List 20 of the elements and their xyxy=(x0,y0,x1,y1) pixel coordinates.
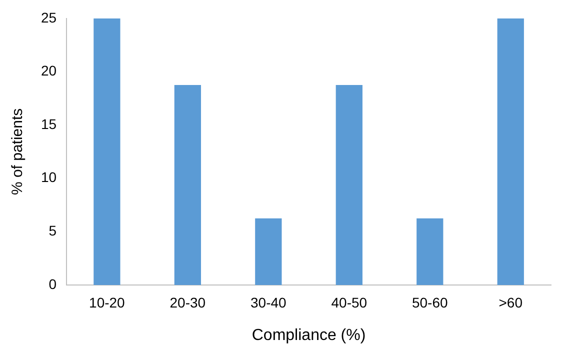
y-tick-label: 10 xyxy=(40,169,57,186)
x-tick-label: 30-40 xyxy=(250,294,287,310)
x-tick-label: 40-50 xyxy=(331,294,368,310)
y-tick-label: 15 xyxy=(40,116,57,132)
x-tick-label: 50-60 xyxy=(412,294,448,310)
bar xyxy=(94,18,120,285)
y-tick-label: 20 xyxy=(40,62,57,79)
x-tick-label: 20-30 xyxy=(170,294,206,310)
bar xyxy=(416,218,444,285)
y-axis-title: % of patients xyxy=(9,108,26,196)
bar xyxy=(497,18,524,285)
bar xyxy=(336,85,362,285)
x-axis-title: Compliance (%) xyxy=(252,326,366,344)
y-tick-label: 0 xyxy=(48,276,57,292)
x-tick-label: 10-20 xyxy=(89,294,126,310)
bar xyxy=(174,85,201,285)
y-tick-label: 5 xyxy=(48,222,57,239)
y-tick-label: 25 xyxy=(40,9,57,26)
bar xyxy=(255,218,282,285)
x-tick-label: >60 xyxy=(498,294,523,310)
